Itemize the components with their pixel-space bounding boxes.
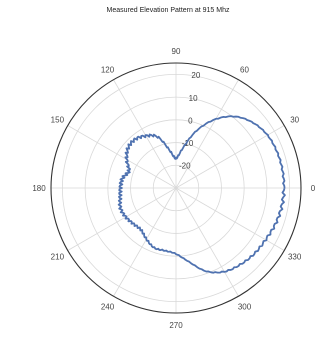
chart-title: Measured Elevation Pattern at 915 Mhz: [107, 7, 230, 14]
polar-grid: [50, 62, 302, 314]
series-line: [117, 115, 286, 274]
angle-tick-label: 180: [32, 184, 46, 193]
angle-tick-label: 60: [240, 65, 249, 74]
angle-tick-label: 90: [172, 47, 181, 56]
radial-tick-label: 20: [191, 71, 200, 80]
angle-tick-label: 30: [290, 116, 299, 125]
radial-labels: -20 -10 0 10 20: [179, 71, 201, 170]
angle-tick-label: 330: [288, 253, 302, 262]
grid-spoke: [67, 125, 177, 189]
grid-spoke: [175, 79, 239, 189]
grid-spoke: [175, 187, 239, 297]
grid-spoke: [175, 125, 285, 189]
radial-tick-label: -20: [179, 161, 191, 170]
grid-spoke: [67, 187, 177, 251]
angle-tick-label: 300: [238, 303, 252, 312]
angle-tick-label: 270: [169, 321, 183, 330]
angle-tick-label: 150: [51, 116, 65, 125]
angle-tick-label: 240: [101, 303, 115, 312]
radial-tick-label: -10: [182, 139, 194, 148]
radial-tick-label: 0: [188, 116, 193, 125]
angle-tick-label: 210: [51, 253, 65, 262]
series-layer: [117, 115, 286, 274]
outer-circle: [50, 62, 302, 314]
grid-spoke: [113, 187, 177, 297]
radial-tick-label: 10: [189, 94, 198, 103]
angle-tick-label: 120: [101, 65, 115, 74]
grid-spoke: [175, 187, 285, 251]
angle-tick-label: 0: [311, 184, 316, 193]
angle-labels: 0 30 60 90 120 150 180 210 240 270 300 330: [32, 47, 315, 330]
grid-spoke: [113, 79, 177, 189]
